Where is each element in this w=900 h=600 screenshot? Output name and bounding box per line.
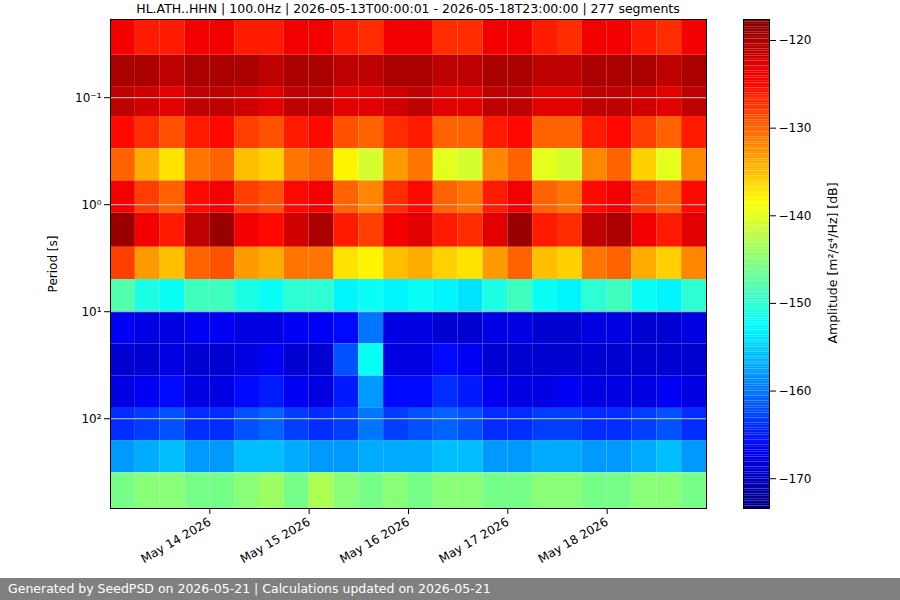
svg-text:10²: 10²	[81, 412, 101, 426]
svg-text:10¹: 10¹	[81, 305, 101, 319]
svg-text:May 18 2026: May 18 2026	[536, 515, 611, 566]
svg-text:May 16 2026: May 16 2026	[337, 515, 412, 566]
svg-text:May 14 2026: May 14 2026	[138, 515, 213, 566]
svg-text:−140: −140	[779, 209, 812, 223]
html-text:Amplitude [m²/s⁴/Hz] [dB]: Amplitude [m²/s⁴/Hz] [dB]	[824, 182, 840, 344]
svg-text:−120: −120	[779, 33, 812, 47]
html-text:Generated by SeedPSD on 2026-0: Generated by SeedPSD on 2026-05-21 | Cal…	[8, 581, 491, 596]
svg-text:10⁻¹: 10⁻¹	[75, 91, 102, 105]
svg-text:Period [s]: Period [s]	[46, 236, 60, 293]
html-text:HL.ATH..HHN | 100.0Hz | 2026-0: HL.ATH..HHN | 100.0Hz | 2026-05-13T00:00…	[136, 1, 680, 16]
svg-text:May 17 2026: May 17 2026	[436, 515, 511, 566]
svg-text:May 15 2026: May 15 2026	[238, 515, 313, 566]
svg-text:−170: −170	[779, 472, 812, 486]
svg-text:−150: −150	[779, 296, 812, 310]
svg-text:10⁰: 10⁰	[81, 198, 101, 212]
svg-text:−130: −130	[779, 121, 812, 135]
svg-text:−160: −160	[779, 384, 812, 398]
